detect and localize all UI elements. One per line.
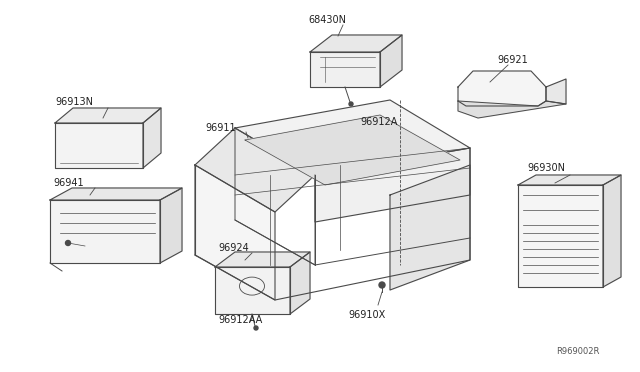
Text: 96924: 96924 <box>218 243 249 253</box>
Polygon shape <box>390 165 470 290</box>
Polygon shape <box>290 252 310 314</box>
Polygon shape <box>160 188 182 263</box>
Text: 96910X: 96910X <box>348 310 385 320</box>
Polygon shape <box>310 52 380 87</box>
Text: R969002R: R969002R <box>556 347 600 356</box>
Polygon shape <box>143 108 161 168</box>
Polygon shape <box>310 35 402 52</box>
Polygon shape <box>315 148 470 222</box>
Text: 96921: 96921 <box>497 55 528 65</box>
Polygon shape <box>603 175 621 287</box>
Circle shape <box>349 102 353 106</box>
Circle shape <box>67 242 69 244</box>
Circle shape <box>65 241 70 246</box>
Polygon shape <box>50 200 160 263</box>
Text: 96912A: 96912A <box>360 117 397 127</box>
Text: 96913N: 96913N <box>55 97 93 107</box>
Text: 96911: 96911 <box>205 123 236 133</box>
Polygon shape <box>215 252 310 267</box>
Polygon shape <box>55 123 143 168</box>
Polygon shape <box>245 115 460 185</box>
Polygon shape <box>518 185 603 287</box>
Polygon shape <box>458 101 566 118</box>
Circle shape <box>379 282 385 288</box>
Polygon shape <box>55 108 161 123</box>
Polygon shape <box>195 128 315 212</box>
Text: 68430N: 68430N <box>308 15 346 25</box>
Text: 96912AA: 96912AA <box>218 315 262 325</box>
Polygon shape <box>380 35 402 87</box>
Polygon shape <box>546 79 566 104</box>
Text: 96930N: 96930N <box>527 163 565 173</box>
Polygon shape <box>215 267 290 314</box>
Polygon shape <box>458 71 546 106</box>
Circle shape <box>254 326 258 330</box>
Text: 96941: 96941 <box>53 178 84 188</box>
Polygon shape <box>235 100 470 175</box>
Polygon shape <box>518 175 621 185</box>
Polygon shape <box>50 188 182 200</box>
Polygon shape <box>195 165 275 300</box>
